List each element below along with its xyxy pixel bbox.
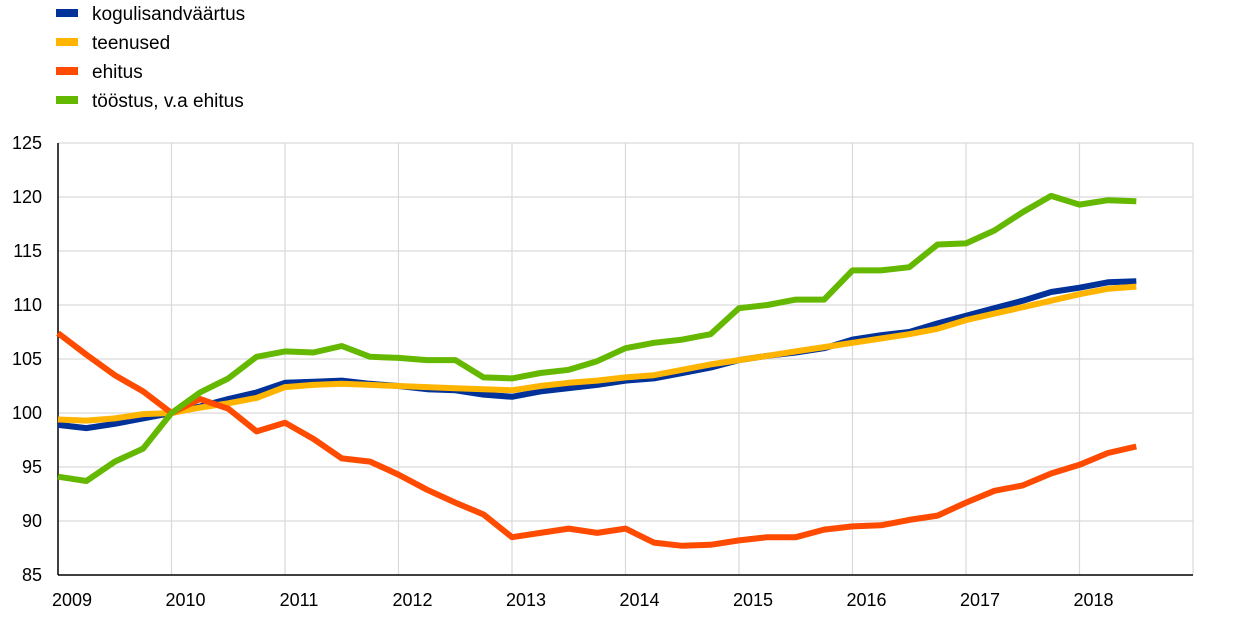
x-tick-label: 2018: [1073, 590, 1113, 610]
x-tick-label: 2011: [280, 590, 319, 610]
x-tick-labels: 2009 2010 2011 2012 2013 2014 2015 2016 2017 2018: [52, 590, 1114, 610]
x-tick-label: 2017: [960, 590, 1000, 610]
x-tick-label: 2013: [506, 590, 546, 610]
x-tick-label: 2012: [392, 590, 432, 610]
y-tick-label: 115: [13, 241, 42, 261]
grid: [58, 142, 1194, 575]
legend-swatch: [56, 9, 78, 17]
y-tick-label: 125: [12, 133, 42, 153]
y-tick-label: 105: [12, 349, 42, 369]
legend-swatch: [56, 96, 78, 104]
series-line-2: [56, 330, 1137, 549]
y-tick-label: 120: [12, 187, 42, 207]
y-tick-label: 85: [22, 565, 42, 585]
y-tick-label: 95: [22, 457, 42, 477]
legend-label: tööstus, v.a ehitus: [92, 91, 244, 112]
legend-label: teenused: [92, 33, 170, 54]
legend-swatch: [56, 38, 78, 46]
axes: [57, 143, 1193, 576]
y-tick-label: 100: [12, 403, 42, 423]
series-lines: [56, 192, 1137, 549]
legend-label: kogulisandväärtus: [92, 4, 245, 25]
x-tick-label: 2015: [733, 590, 773, 610]
x-tick-label: 2009: [52, 590, 92, 610]
y-tick-label: 110: [13, 295, 42, 315]
x-tick-label: 2014: [619, 590, 659, 610]
y-tick-label: 90: [22, 511, 42, 531]
series-line-0: [57, 278, 1137, 432]
series-line-3: [57, 192, 1137, 484]
x-tick-label: 2016: [846, 590, 886, 610]
x-tick-label: 2010: [165, 590, 205, 610]
legend: kogulisandväärtus teenused ehitus tööstus, …: [56, 4, 245, 112]
legend-label: ehitus: [92, 62, 143, 83]
series-line-1: [57, 283, 1137, 424]
legend-swatch: [56, 67, 78, 75]
y-tick-labels: 85 90 95 100 105 110 115 120 125: [12, 133, 42, 585]
